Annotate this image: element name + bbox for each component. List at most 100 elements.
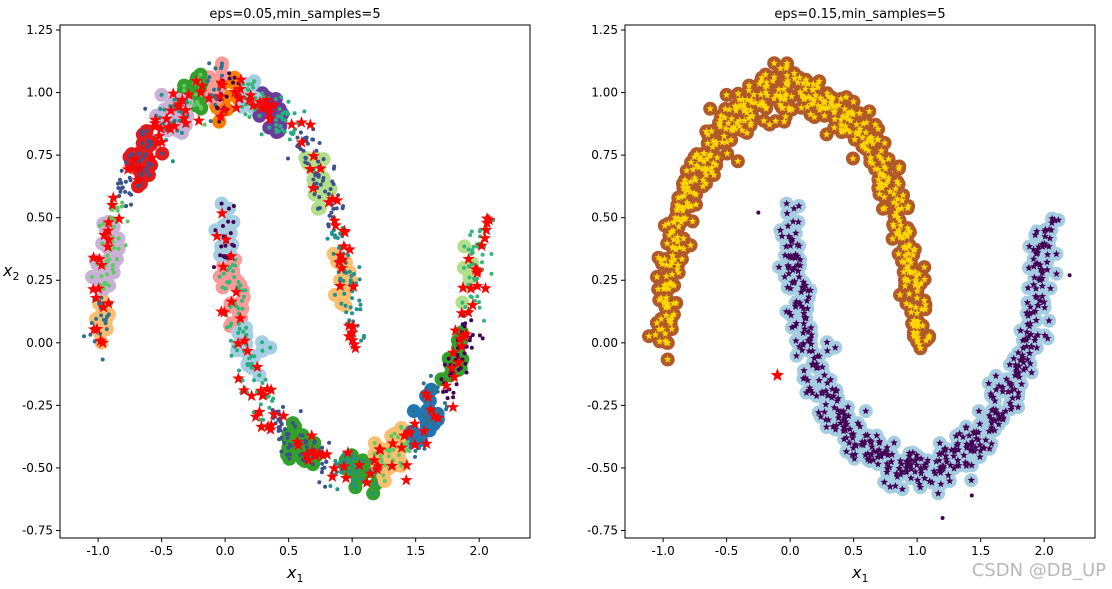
core-marker [1043, 334, 1052, 342]
non-core-dot [317, 480, 322, 485]
core-marker [979, 444, 987, 452]
core-marker [877, 146, 886, 155]
anomaly-star [102, 215, 115, 228]
core-marker [1025, 349, 1034, 357]
core-marker [900, 242, 909, 250]
anomaly-star [176, 93, 189, 106]
non-core-dot [120, 185, 125, 190]
non-core-dot [463, 361, 468, 366]
core-marker [912, 276, 920, 284]
core-marker [962, 440, 971, 448]
core-marker [790, 74, 799, 82]
core-marker [899, 268, 908, 276]
core-marker [661, 281, 670, 289]
right-ticks: -1.0 -0.5 0.0 0.5 1.0 1.5 2.0 -0.75 -0.50 -0.25 0.… [587, 23, 1054, 558]
anomaly-star [228, 85, 242, 98]
core-marker [770, 59, 778, 67]
cluster-dot [102, 282, 107, 287]
core-marker [758, 99, 767, 108]
anomaly-star [225, 295, 238, 307]
anomaly-star [479, 281, 492, 294]
non-core-dot [477, 333, 482, 338]
non-core-dot [298, 130, 303, 135]
cluster-dot [170, 120, 174, 125]
core-marker [839, 127, 848, 135]
core-marker [835, 101, 843, 109]
core-marker [846, 116, 855, 124]
core-marker [883, 459, 891, 467]
core-marker [1006, 399, 1014, 407]
core-marker [688, 217, 697, 225]
anomaly-star [304, 118, 317, 130]
anomaly-star [385, 459, 399, 472]
core-marker [831, 386, 839, 394]
anomaly-star [265, 418, 278, 431]
core-marker [854, 127, 863, 136]
cluster-dot [278, 124, 283, 129]
core-marker [901, 276, 909, 284]
core-marker [891, 482, 900, 490]
core-marker [907, 455, 915, 464]
core-marker [747, 96, 755, 104]
cluster-dot [321, 157, 326, 162]
core-marker [807, 340, 815, 348]
cluster-dot [371, 491, 376, 496]
core-marker [734, 157, 742, 165]
anomaly-star [213, 90, 227, 102]
core-marker [1031, 307, 1040, 315]
non-core-dot [143, 106, 148, 111]
core-marker [662, 311, 670, 319]
core-marker [690, 189, 699, 197]
core-marker [879, 204, 887, 213]
core-marker [913, 476, 922, 484]
core-marker [842, 93, 850, 101]
non-core-dot [334, 206, 339, 211]
core-marker [893, 177, 901, 185]
left-ytick-label: -0.50 [22, 461, 53, 475]
core-marker [837, 125, 845, 133]
core-marker [799, 284, 808, 292]
core-marker [747, 98, 756, 106]
non-core-dot [451, 390, 456, 395]
core-marker [792, 302, 800, 310]
core-marker [875, 180, 884, 188]
non-core-dot [480, 260, 484, 265]
cluster-dot [286, 432, 291, 437]
anomaly-star [217, 260, 230, 273]
core-marker [1008, 402, 1016, 410]
core-marker [790, 278, 798, 286]
cluster-dot [97, 301, 102, 306]
core-marker [732, 106, 740, 114]
non-core-dot [359, 338, 364, 343]
core-marker [693, 150, 701, 158]
core-marker [911, 457, 919, 465]
core-marker [742, 105, 750, 113]
core-marker [913, 336, 922, 344]
core-marker [822, 400, 830, 408]
core-marker [917, 454, 925, 462]
core-marker [1007, 379, 1015, 387]
non-core-dot [468, 233, 473, 237]
core-marker [1032, 249, 1041, 258]
core-marker [735, 95, 744, 103]
cluster-dot [101, 221, 106, 226]
non-core-dot [322, 465, 327, 470]
right-xtick-label: 1.0 [908, 544, 927, 558]
core-marker [1019, 358, 1028, 366]
anomaly-star [95, 258, 108, 271]
non-core-dot [357, 265, 362, 270]
core-marker [781, 92, 789, 100]
left-data-layer [82, 56, 496, 501]
core-marker [896, 290, 904, 299]
cluster-dot [286, 446, 291, 450]
right-ytick-label: -0.25 [587, 398, 618, 412]
left-ytick-label: 1.25 [26, 23, 53, 37]
left-axes-frame [59, 24, 531, 539]
core-marker [803, 79, 812, 87]
anomaly-star [230, 101, 243, 113]
core-marker [907, 474, 915, 482]
core-marker [883, 464, 892, 472]
left-xlabel-main: x [286, 563, 297, 582]
non-core-dot [756, 210, 761, 215]
non-core-dot [279, 449, 284, 454]
